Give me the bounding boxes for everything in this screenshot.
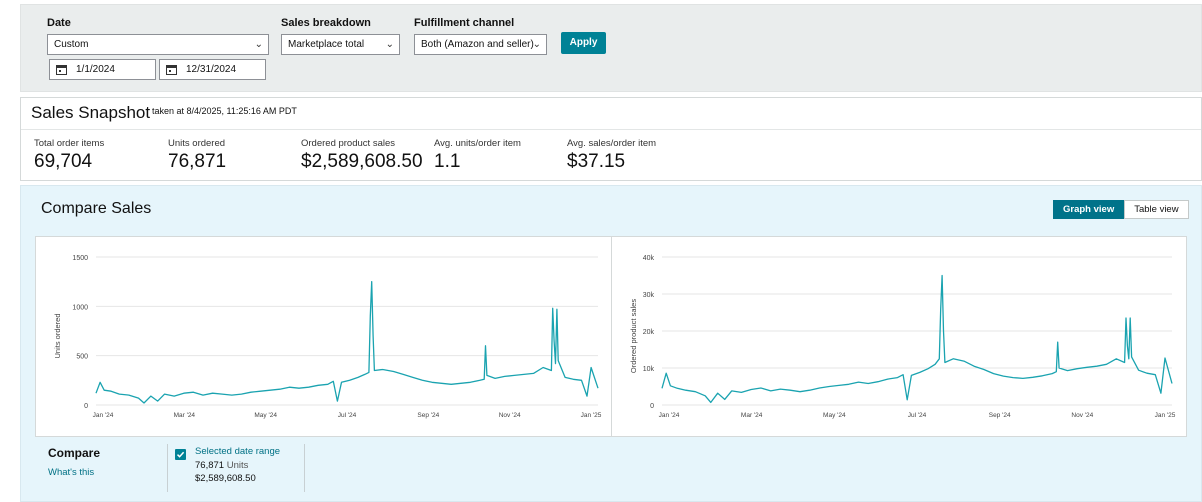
metric-label: Avg. units/order item bbox=[434, 138, 521, 149]
x-tick-label: Mar '24 bbox=[174, 412, 196, 419]
sales-breakdown-value: Marketplace total bbox=[288, 39, 365, 50]
snapshot-title: Sales Snapshot bbox=[31, 103, 151, 122]
chevron-down-icon: ⌄ bbox=[532, 39, 541, 50]
x-tick-label: May '24 bbox=[254, 412, 277, 419]
filter-bar: Date Custom ⌄ 1/1/2024 12/31/2024 Sales … bbox=[20, 4, 1202, 92]
x-tick-label: Sep '24 bbox=[989, 412, 1011, 419]
compare-sales-panel: Compare Sales Graph view Table view 0 500… bbox=[20, 185, 1202, 502]
y-tick-label: 1000 bbox=[72, 304, 88, 311]
metric-label: Avg. sales/order item bbox=[567, 138, 657, 149]
selected-units-suffix: Units bbox=[226, 460, 249, 471]
date-range-value: Custom bbox=[54, 39, 89, 50]
snapshot-timestamp: taken at 8/4/2025, 11:25:16 AM PDT bbox=[152, 106, 297, 116]
selected-units: 76,871 Units bbox=[195, 460, 248, 471]
selected-date-range-checkbox[interactable] bbox=[175, 449, 186, 460]
metric-label: Ordered product sales bbox=[301, 138, 395, 149]
metric-avg-units-per-order-item: Avg. units/order item 1.1 bbox=[434, 138, 521, 173]
y-tick-label: 0 bbox=[650, 403, 654, 410]
calendar-icon bbox=[56, 65, 67, 75]
date-label: Date bbox=[47, 17, 71, 29]
metric-value: 76,871 bbox=[168, 151, 227, 172]
x-tick-label: Jul '24 bbox=[338, 412, 357, 419]
calendar-icon bbox=[166, 65, 177, 75]
chevron-down-icon: ⌄ bbox=[254, 39, 263, 50]
end-date-value: 12/31/2024 bbox=[186, 64, 237, 75]
y-axis-label: Ordered product sales bbox=[629, 299, 638, 373]
y-tick-label: 40k bbox=[643, 255, 655, 262]
y-tick-label: 1500 bbox=[72, 255, 88, 262]
metric-label: Total order items bbox=[34, 138, 105, 149]
x-tick-label: Jan '25 bbox=[1155, 412, 1176, 419]
chart-divider bbox=[611, 237, 612, 436]
series-line bbox=[661, 274, 1173, 404]
selected-sales-value: $2,589,608.50 bbox=[195, 473, 256, 484]
x-tick-label: Nov '24 bbox=[499, 412, 521, 419]
compare-sales-title: Compare Sales bbox=[41, 200, 152, 217]
x-tick-label: Nov '24 bbox=[1071, 412, 1093, 419]
y-tick-label: 500 bbox=[76, 354, 88, 361]
y-tick-label: 20k bbox=[643, 329, 655, 336]
selected-date-range-label: Selected date range bbox=[195, 446, 281, 457]
x-tick-label: May '24 bbox=[823, 412, 846, 419]
x-tick-label: Jan '24 bbox=[659, 412, 680, 419]
x-tick-label: Mar '24 bbox=[741, 412, 763, 419]
ordered-product-sales-chart: 0 10k 20k 30k 40k Jan '24 Mar '24 May '24 Jul '2… bbox=[629, 255, 1176, 419]
chevron-down-icon: ⌄ bbox=[385, 39, 394, 50]
fulfillment-channel-value: Both (Amazon and seller) bbox=[421, 39, 534, 50]
metric-units-ordered: Units ordered 76,871 bbox=[168, 138, 226, 173]
metric-label: Units ordered bbox=[168, 138, 226, 149]
table-view-button[interactable]: Table view bbox=[1124, 200, 1189, 219]
y-tick-label: 0 bbox=[84, 403, 88, 410]
selected-units-value: 76,871 bbox=[195, 460, 225, 471]
y-tick-label: 10k bbox=[643, 366, 655, 373]
end-date-field[interactable]: 12/31/2024 bbox=[159, 59, 266, 80]
snapshot-header: Sales Snapshot taken at 8/4/2025, 11:25:… bbox=[21, 98, 1201, 130]
metric-value: 1.1 bbox=[434, 151, 461, 172]
date-range-select[interactable]: Custom ⌄ bbox=[47, 34, 269, 55]
checkmark-icon bbox=[176, 451, 185, 458]
graph-view-button[interactable]: Graph view bbox=[1053, 200, 1125, 219]
x-tick-label: Jul '24 bbox=[908, 412, 927, 419]
x-tick-label: Jan '24 bbox=[93, 412, 114, 419]
metric-value: $37.15 bbox=[567, 151, 626, 172]
series-line bbox=[95, 281, 599, 404]
metric-avg-sales-per-order-item: Avg. sales/order item $37.15 bbox=[567, 138, 656, 173]
metric-total-order-items: Total order items 69,704 bbox=[34, 138, 104, 173]
start-date-field[interactable]: 1/1/2024 bbox=[49, 59, 156, 80]
sales-breakdown-label: Sales breakdown bbox=[281, 17, 371, 29]
apply-button[interactable]: Apply bbox=[561, 32, 606, 54]
y-tick-label: 30k bbox=[643, 292, 655, 299]
fulfillment-channel-label: Fulfillment channel bbox=[414, 17, 515, 29]
metric-ordered-product-sales: Ordered product sales $2,589,608.50 bbox=[301, 138, 423, 173]
sales-breakdown-select[interactable]: Marketplace total ⌄ bbox=[281, 34, 400, 55]
sales-snapshot-panel: Sales Snapshot taken at 8/4/2025, 11:25:… bbox=[20, 97, 1202, 181]
whats-this-link[interactable]: What's this bbox=[48, 467, 95, 478]
start-date-value: 1/1/2024 bbox=[76, 64, 115, 75]
view-toggle: Graph view Table view bbox=[1053, 200, 1189, 219]
compare-label: Compare bbox=[48, 446, 101, 460]
fulfillment-channel-select[interactable]: Both (Amazon and seller) ⌄ bbox=[414, 34, 547, 55]
units-ordered-chart: 0 500 1000 1500 Jan '24 Mar '24 May '24 Jul '24… bbox=[53, 255, 602, 419]
metric-value: $2,589,608.50 bbox=[301, 151, 423, 172]
divider bbox=[167, 444, 168, 492]
charts-container: 0 500 1000 1500 Jan '24 Mar '24 May '24 Jul '24… bbox=[35, 236, 1187, 437]
x-tick-label: Jan '25 bbox=[581, 412, 602, 419]
x-tick-label: Sep '24 bbox=[417, 412, 439, 419]
y-axis-label: Units ordered bbox=[53, 313, 62, 358]
divider bbox=[304, 444, 305, 492]
metric-value: 69,704 bbox=[34, 151, 93, 172]
